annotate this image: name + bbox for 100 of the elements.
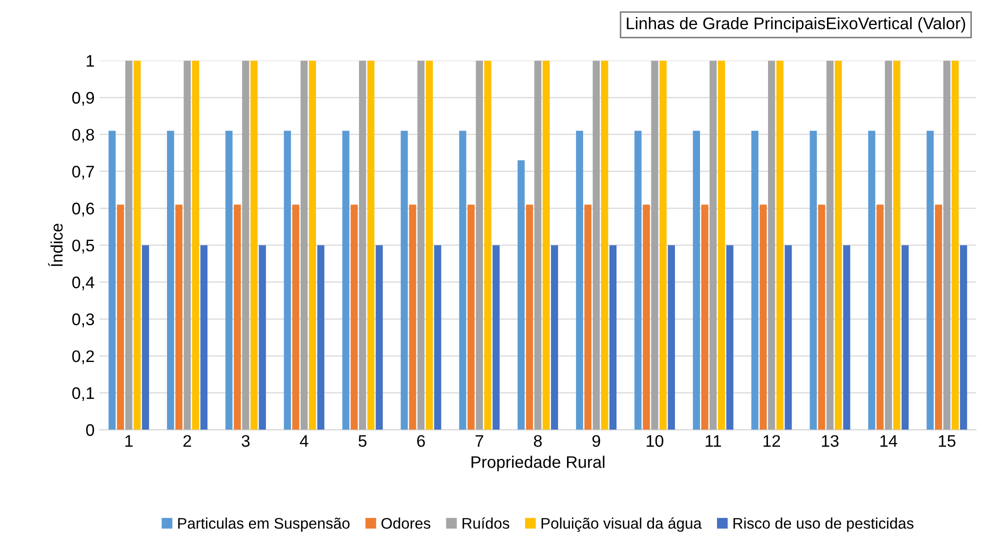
bar <box>934 204 942 430</box>
bar <box>926 130 934 430</box>
bar <box>308 60 316 430</box>
bar <box>943 60 950 430</box>
bar <box>651 60 658 430</box>
bar <box>576 130 584 430</box>
y-tick-label: 0,6 <box>72 202 94 216</box>
bar <box>400 130 408 430</box>
bar <box>584 204 592 430</box>
bar <box>142 245 150 430</box>
x-tick-label: 11 <box>706 435 721 447</box>
bar <box>960 245 968 430</box>
bar <box>358 60 366 430</box>
bar <box>826 60 834 430</box>
bar <box>200 245 208 430</box>
legend-label: Poluição visual da água <box>542 517 702 532</box>
legend-label: Odores <box>381 518 430 529</box>
x-tick-label: 4 <box>300 435 308 447</box>
bar <box>843 245 850 430</box>
legend-label: Risco de uso de pesticidas <box>734 518 914 532</box>
x-tick-label: 2 <box>183 435 192 447</box>
bar <box>668 245 675 430</box>
bar <box>718 60 726 430</box>
bar <box>601 60 608 430</box>
bar <box>376 245 383 430</box>
bar <box>258 245 266 430</box>
bar <box>726 245 734 430</box>
x-tick-label: 8 <box>534 435 542 447</box>
bar <box>701 204 708 430</box>
bar <box>108 130 116 430</box>
y-tick-label: 0,7 <box>72 166 94 180</box>
bar <box>426 60 433 430</box>
bar <box>476 60 483 430</box>
x-tick-label: 7 <box>476 435 484 447</box>
bar <box>784 245 792 430</box>
bar <box>242 60 250 430</box>
bar <box>642 204 650 430</box>
bar <box>167 130 174 430</box>
bar <box>884 60 892 430</box>
bar <box>592 60 600 430</box>
x-tick-label: 15 <box>938 435 956 447</box>
bar <box>876 204 884 430</box>
bar <box>459 130 466 430</box>
legend-label: Ruídos <box>462 517 510 529</box>
x-tick-label: 10 <box>646 435 664 447</box>
text: Linhas de Grade PrincipaisEixoVertical (Valor) <box>626 17 966 33</box>
bar <box>534 60 542 430</box>
bar <box>192 60 200 430</box>
x-tick-label: 6 <box>417 435 425 447</box>
x-tick-label: 5 <box>358 435 366 447</box>
y-tick-label: 0,2 <box>72 350 94 364</box>
legend-label: Particulas em Suspensão <box>178 518 350 532</box>
y-axis-title: Índice <box>48 224 63 266</box>
bar <box>692 130 700 430</box>
bar <box>116 204 124 430</box>
bar <box>134 60 141 430</box>
y-tick-label: 0,3 <box>72 313 94 328</box>
bar <box>952 60 959 430</box>
bar <box>776 60 784 430</box>
bar <box>434 245 442 430</box>
y-tick-label: 0 <box>86 424 94 436</box>
bar <box>609 245 617 430</box>
bar <box>902 245 909 430</box>
x-tick-label: 9 <box>592 435 600 447</box>
bar <box>184 60 191 430</box>
bar <box>660 60 667 430</box>
y-tick-label: 1 <box>86 55 94 67</box>
bar <box>342 130 350 430</box>
bar <box>893 60 900 430</box>
bar <box>760 204 767 430</box>
bar <box>250 60 258 430</box>
bar <box>810 130 817 430</box>
bar <box>417 60 425 430</box>
x-axis-title: Propriedade Rural <box>472 456 604 472</box>
bar <box>710 60 717 430</box>
bar <box>317 245 324 430</box>
bar <box>125 60 132 430</box>
bar <box>492 245 500 430</box>
bar <box>367 60 374 430</box>
bar <box>542 60 550 430</box>
bar <box>768 60 776 430</box>
bar <box>350 204 358 430</box>
bar <box>409 204 416 430</box>
bar <box>526 204 534 430</box>
x-tick-label: 14 <box>880 435 898 447</box>
bar <box>484 60 492 430</box>
bar <box>234 204 241 430</box>
y-tick-label: 0,8 <box>72 128 94 143</box>
bar <box>175 204 182 430</box>
y-tick-label: 0,4 <box>72 276 94 290</box>
bar <box>751 130 758 430</box>
bar <box>292 204 300 430</box>
bar <box>468 204 475 430</box>
y-tick-label: 0,5 <box>72 240 94 254</box>
bar <box>550 245 558 430</box>
x-tick-label: 12 <box>764 435 780 447</box>
bar <box>284 130 291 430</box>
bar <box>518 160 525 430</box>
bar <box>868 130 876 430</box>
bar <box>634 130 642 430</box>
